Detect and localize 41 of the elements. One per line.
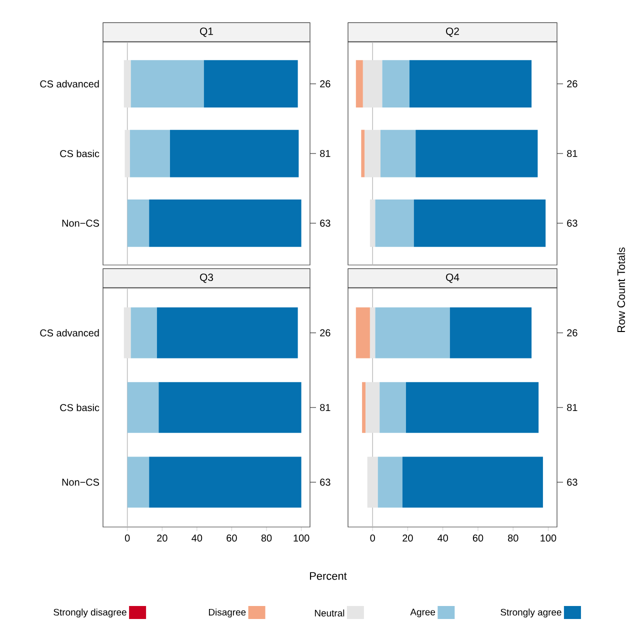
x-tick-label: 60 (226, 534, 237, 542)
x-tick-label: 40 (438, 534, 448, 542)
y-tick-label: Non−CS (62, 220, 100, 227)
text: 26 (320, 80, 330, 88)
text: 26 (567, 80, 578, 88)
x-tick-label: 80 (261, 534, 272, 542)
x-tick-label: 20 (157, 534, 168, 542)
chart-title: Q4 (446, 274, 460, 283)
y-tick-label: CS basic (60, 404, 100, 412)
x-tick-label: 40 (192, 534, 202, 542)
x-tick-label: 60 (472, 534, 484, 542)
legend-label: Strongly agree (500, 608, 562, 618)
y-tick-label: Non−CS (62, 478, 100, 486)
text: 81 (567, 150, 578, 158)
legend-label: Disagree (208, 608, 246, 618)
x-axis-title: Percent (310, 572, 347, 580)
y-tick-label: CS advanced (40, 80, 99, 88)
text: 81 (567, 404, 578, 412)
legend-label: Strongly disagree (54, 608, 126, 618)
x-tick-label: 100 (540, 534, 556, 542)
chart-title: Q2 (446, 28, 459, 37)
text: 26 (320, 329, 330, 336)
x-tick-label: 0 (370, 534, 375, 542)
x-tick-label: 20 (402, 534, 413, 542)
x-tick-label: 100 (294, 534, 310, 542)
y-tick-label: CS advanced (40, 329, 99, 336)
legend-label: Agree (410, 608, 436, 618)
x-tick-label: 80 (508, 534, 518, 542)
text: 81 (320, 404, 330, 412)
x-tick-label: 0 (124, 534, 130, 542)
y-tick-label: CS basic (60, 150, 100, 158)
text: 81 (320, 150, 330, 158)
chart-title: Q1 (200, 28, 213, 37)
text: 63 (320, 220, 330, 227)
text: 63 (567, 220, 578, 227)
y2-axis-title: Row Count Totals (616, 247, 626, 332)
legend-label: Neutral (314, 610, 344, 616)
chart-title: Q3 (200, 274, 214, 283)
text: 63 (567, 478, 578, 486)
text: 26 (567, 329, 578, 336)
text: 63 (320, 478, 330, 486)
